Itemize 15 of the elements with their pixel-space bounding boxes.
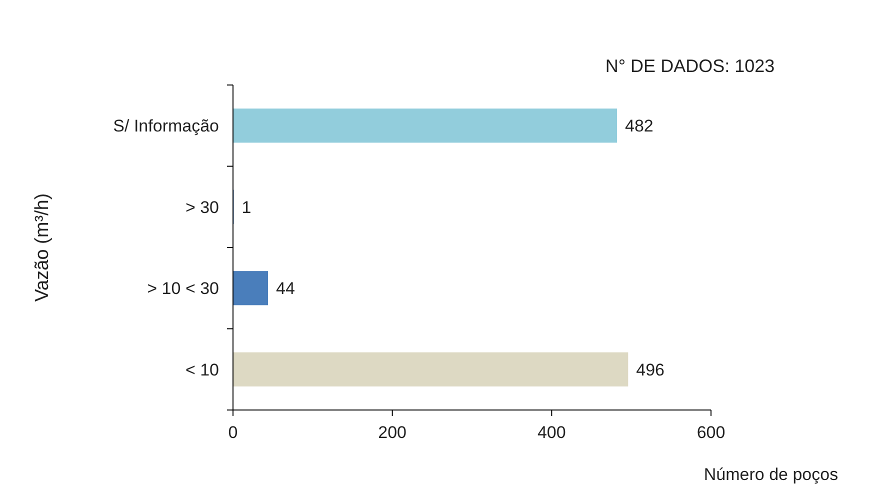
x-tick-label: 200 [378, 423, 407, 442]
x-axis-title: Número de poços [704, 465, 838, 484]
y-axis-title: Vazão (m³/h) [32, 193, 53, 302]
y-tick-label: > 30 [185, 198, 219, 217]
y-tick-label: < 10 [185, 360, 219, 380]
data-label: 1 [242, 198, 252, 217]
data-label: 482 [624, 116, 654, 136]
data-label: 496 [636, 360, 665, 380]
x-tick-label: 0 [228, 423, 238, 442]
y-tick-label: > 10 < 30 [147, 279, 219, 298]
x-tick-label: 600 [696, 423, 726, 442]
y-tick-label: S/ Informação [113, 116, 219, 136]
x-tick-label: 400 [537, 423, 566, 442]
text: N° DE DADOS: 1023 [605, 56, 775, 76]
data-label: 44 [276, 279, 295, 298]
